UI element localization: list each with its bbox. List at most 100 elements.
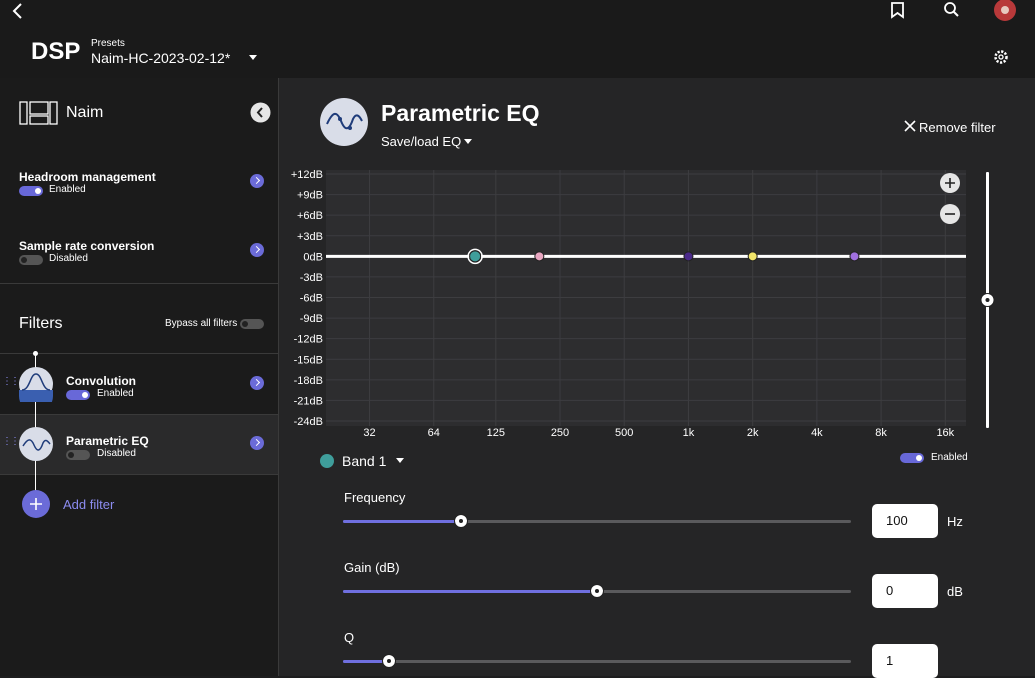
close-icon [904,120,916,132]
dropdown-arrow [396,458,404,463]
eq-icon [320,98,368,146]
add-filter-button[interactable] [21,489,51,519]
filter-status: Enabled [97,388,134,399]
band-point[interactable] [683,251,694,262]
x-tick-label: 1k [683,427,695,439]
panel-title: Parametric EQ [381,100,540,126]
y-tick-label: -3dB [300,272,323,284]
dropdown-arrow [249,55,257,60]
top-bar [0,0,1035,78]
slider-thumb[interactable] [382,654,397,668]
y-tick-label: +3dB [297,231,323,243]
y-tick-label: 0dB [303,251,323,263]
filter-open[interactable] [250,376,264,390]
collapse-button[interactable] [250,102,271,123]
add-filter-label[interactable]: Add filter [63,497,115,512]
search-button[interactable] [942,1,962,19]
slider-fill [343,660,390,663]
x-tick-label: 16k [936,427,954,439]
back-button[interactable] [8,2,28,20]
drag-handle: ⋮⋮ [2,436,20,447]
y-tick-label: -18dB [294,375,323,387]
device-name: Naim [66,104,104,121]
vertical-zoom-slider[interactable] [979,170,995,432]
save-load-button[interactable]: Save/load EQ [381,134,462,149]
divider [0,414,278,415]
slider-track [343,660,851,663]
slider-track [343,520,851,523]
device-icon [19,101,58,125]
zoom-buttons[interactable] [938,172,962,226]
filter-toggle[interactable] [66,450,90,460]
filter-icon [19,427,53,461]
unit-label: Hz [947,514,963,529]
filter-open[interactable] [250,436,264,450]
y-tick-label: -21dB [294,395,323,407]
band-point[interactable] [849,251,860,262]
x-tick-label: 64 [428,427,440,439]
settings-button[interactable] [992,48,1010,66]
setting-open[interactable] [250,174,264,188]
filter-name[interactable]: Convolution [66,374,136,388]
x-tick-label: 250 [551,427,569,439]
x-tick-label: 2k [747,427,759,439]
setting-open[interactable] [250,243,264,257]
band-color [320,454,334,468]
page-title: DSP [31,38,81,65]
setting-status: Disabled [49,253,88,264]
bypass-label: Bypass all filters [165,318,238,329]
avatar[interactable] [992,0,1018,22]
value-input[interactable]: 1 [872,644,938,678]
chain-line [35,354,36,494]
setting-toggle[interactable] [19,186,43,196]
control-label: Q [344,630,355,645]
remove-filter-button[interactable]: Remove filter [919,120,996,135]
divider [0,353,278,354]
slider-fill [343,590,597,593]
filter-name[interactable]: Parametric EQ [66,434,149,448]
divider [0,283,278,284]
y-tick-label: +12dB [291,169,323,181]
x-tick-label: 125 [487,427,505,439]
filter-icon [19,367,53,402]
divider [0,474,278,475]
slider-fill [343,520,462,523]
eq-graph: +12dB +9dB +6dB +3dB 0dB -3dB -6dB -9dB -12dB -15… [291,169,966,439]
band-status: Enabled [931,452,968,463]
setting-toggle[interactable] [19,255,43,265]
y-tick-label: -24dB [294,416,323,428]
dropdown-arrow [464,139,472,144]
band-point[interactable] [747,251,758,262]
value-input[interactable]: 0 [872,574,938,608]
slider-thumb[interactable] [454,514,469,528]
setting-label: Sample rate conversion [19,239,155,253]
x-tick-label: 8k [875,427,887,439]
y-tick-label: -9dB [300,313,323,325]
band-point[interactable] [534,251,545,262]
value-input[interactable]: 100 [872,504,938,538]
band-selected-ring [467,248,483,265]
filters-title: Filters [19,315,63,332]
preset-select[interactable]: Naim-HC-2023-02-12* [91,50,231,66]
band-toggle[interactable] [900,453,924,463]
band-select[interactable]: Band 1 [342,453,387,469]
x-tick-label: 32 [363,427,375,439]
y-tick-label: -12dB [294,334,323,346]
y-tick-label: +6dB [297,210,323,222]
x-tick-label: 500 [615,427,633,439]
chain-dot [33,351,38,356]
slider-thumb[interactable] [590,584,604,598]
presets-label: Presets [91,38,125,49]
y-tick-label: -6dB [300,293,323,305]
bookmark-button[interactable] [888,1,908,19]
unit-label: dB [947,584,963,599]
bypass-toggle[interactable] [240,319,264,329]
band-point[interactable] [469,250,482,263]
filter-toggle[interactable] [66,390,90,400]
setting-status: Enabled [49,184,86,195]
y-tick-label: +9dB [297,190,323,202]
control-label: Frequency [344,490,406,505]
drag-handle: ⋮⋮ [2,376,20,387]
x-tick-label: 4k [811,427,823,439]
